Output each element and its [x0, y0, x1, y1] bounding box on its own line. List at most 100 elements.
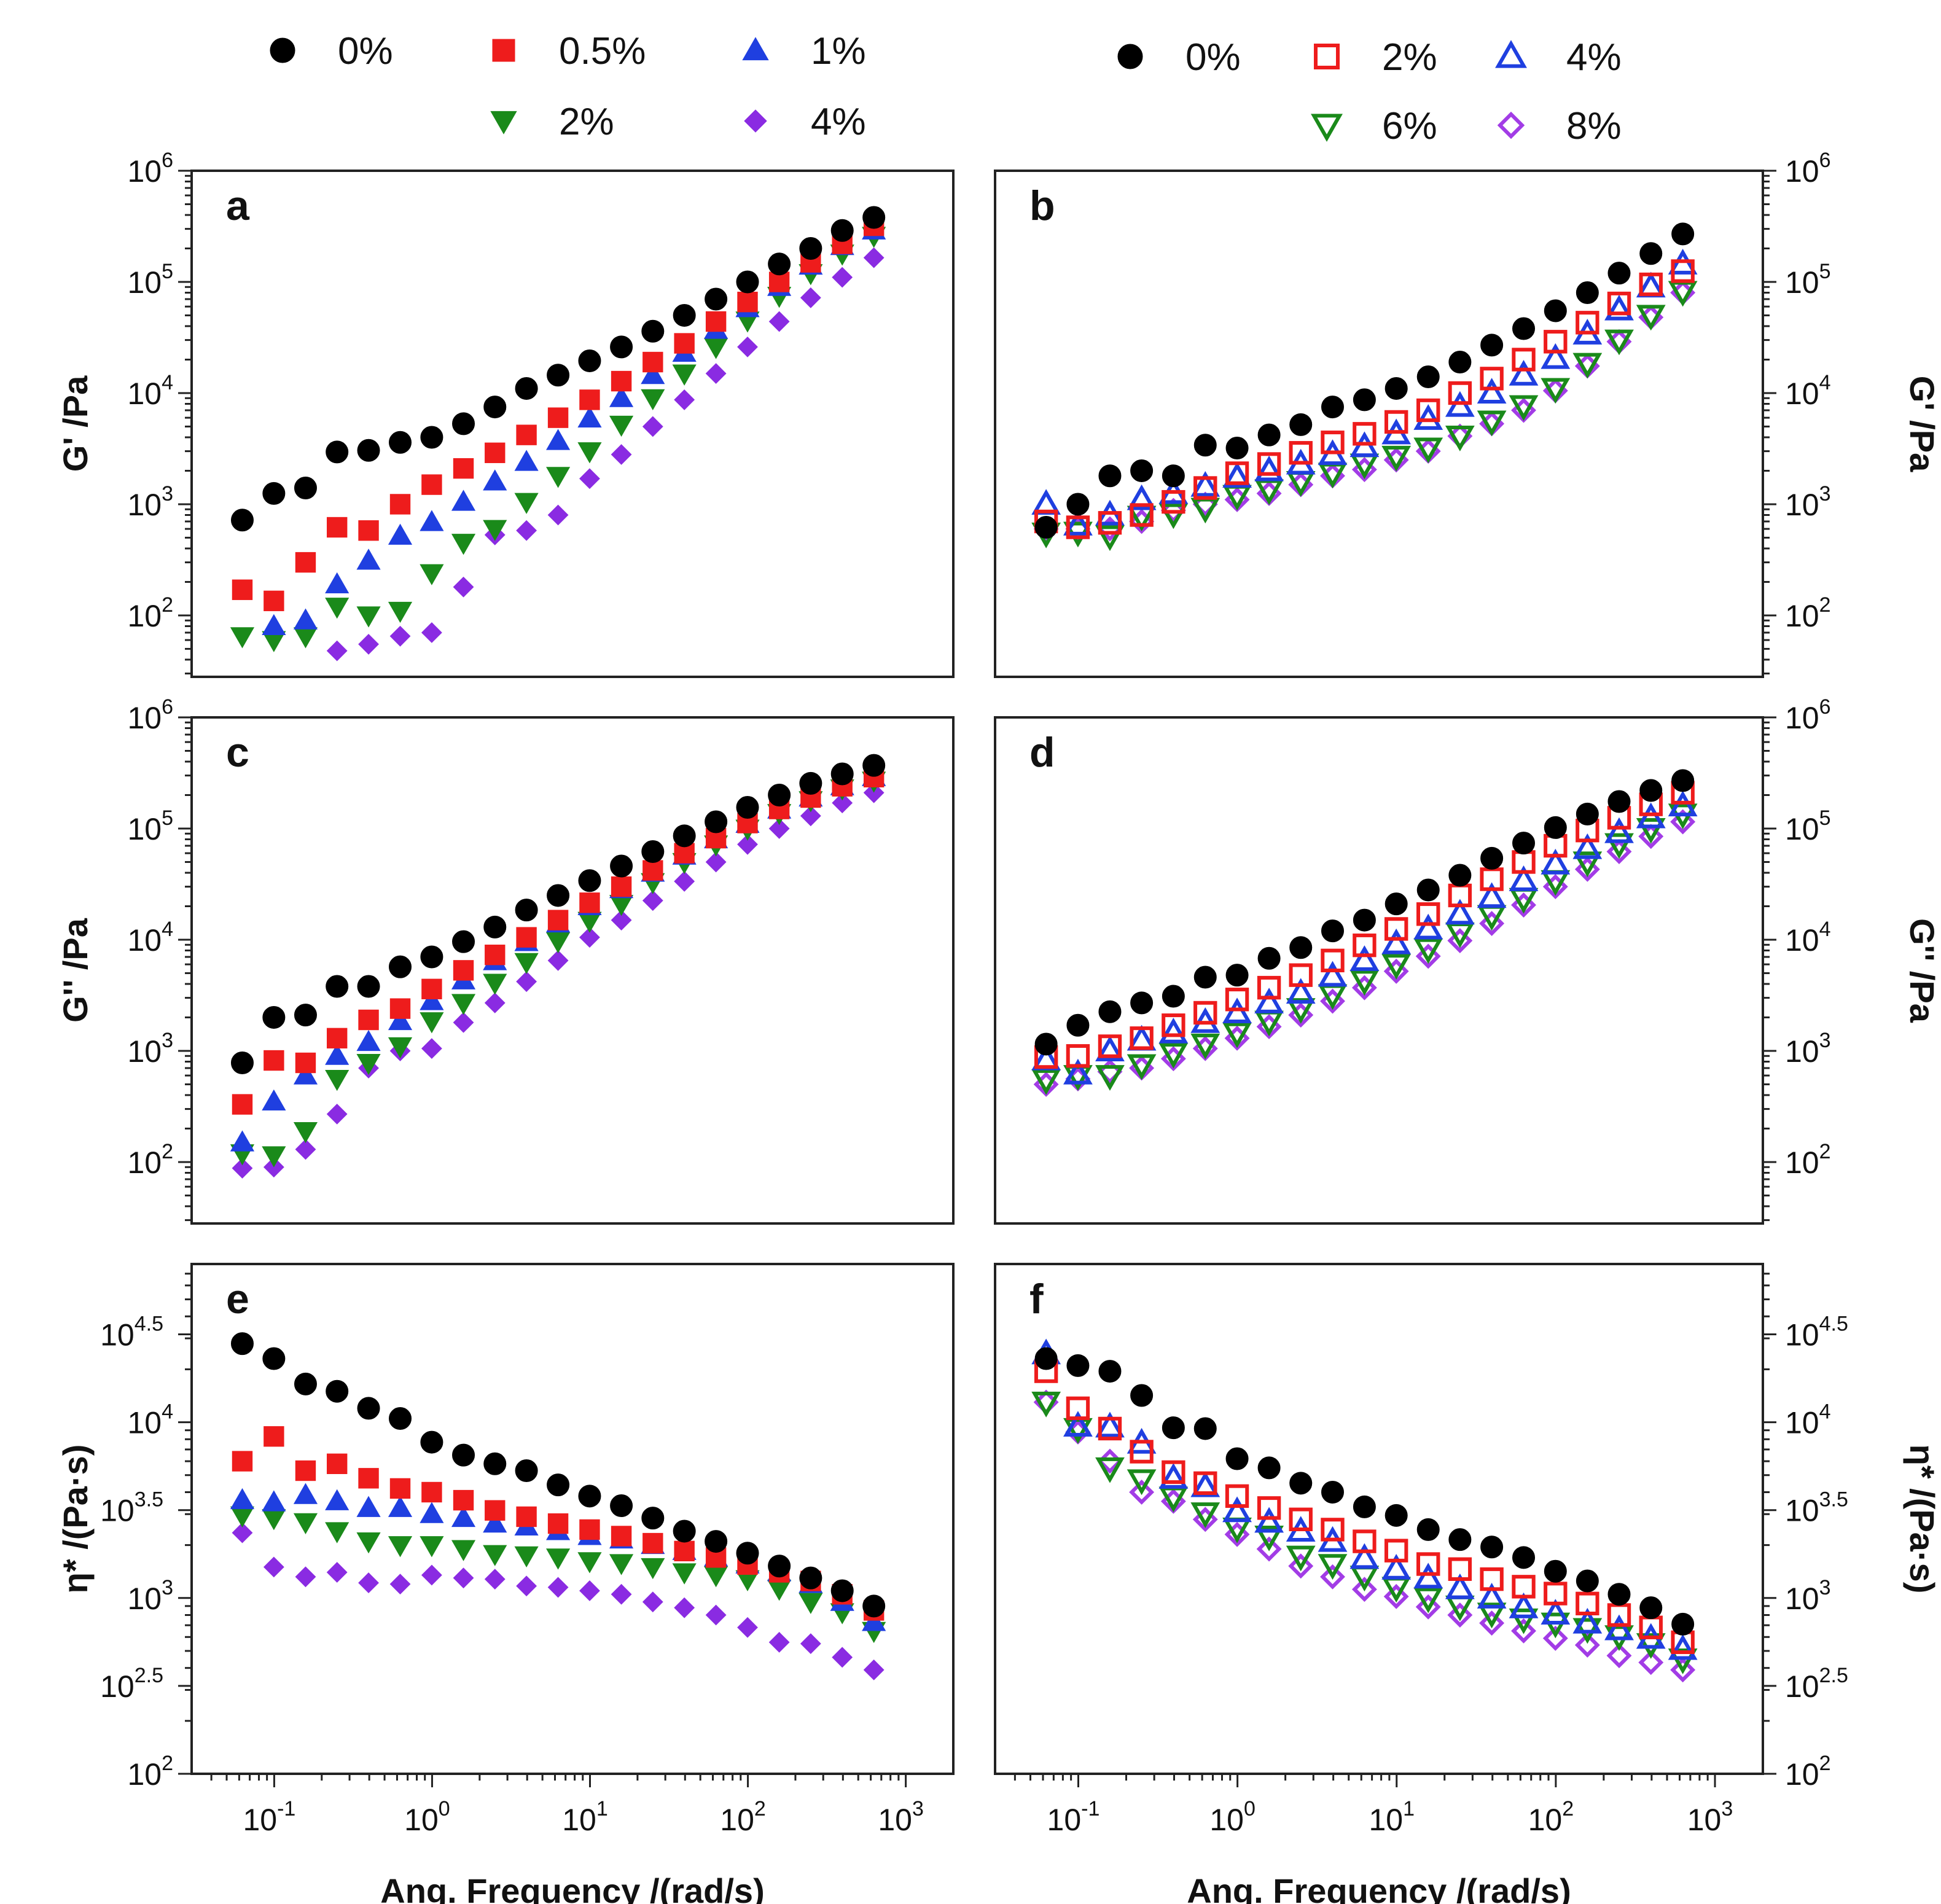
data-point: [737, 833, 758, 855]
series-0pct: [230, 1332, 886, 1618]
data-point: [357, 975, 380, 998]
data-point: [800, 805, 821, 827]
data-point: [1222, 1022, 1252, 1048]
data-point: [483, 1452, 507, 1475]
data-point: [547, 1513, 569, 1534]
data-point: [1671, 259, 1695, 283]
data-point: [641, 840, 665, 864]
data-point: [1415, 943, 1441, 969]
data-point: [1193, 966, 1217, 989]
data-point: [1095, 1036, 1125, 1061]
data-point: [388, 523, 413, 545]
data-point: [1257, 1456, 1281, 1480]
data-point: [1509, 1608, 1539, 1634]
y-tick-label: 104: [1785, 371, 1831, 411]
legend-right: 0% 2% 4% 6% 8%: [1117, 36, 1622, 147]
y-axis-title: G' /Pa: [56, 375, 95, 472]
data-point: [1670, 1657, 1696, 1683]
data-point: [1604, 817, 1634, 843]
data-point: [1416, 365, 1440, 389]
data-point: [577, 1552, 602, 1574]
data-point: [1353, 908, 1376, 932]
data-point: [674, 871, 695, 892]
data-point: [1480, 334, 1504, 357]
data-point: [1448, 1557, 1472, 1581]
data-point: [1636, 305, 1666, 331]
data-point: [642, 351, 663, 373]
data-point: [1095, 1457, 1125, 1483]
data-point: [262, 1490, 286, 1512]
y-tick-label: 105: [1785, 806, 1831, 846]
data-point: [483, 1511, 507, 1533]
legend-label: 8%: [1566, 105, 1622, 147]
data-point: [1063, 510, 1093, 536]
data-point: [262, 1005, 286, 1029]
data-point: [799, 771, 822, 795]
data-point: [832, 267, 853, 288]
data-point: [1321, 1518, 1345, 1542]
data-point: [388, 1037, 413, 1059]
data-point: [1447, 1602, 1473, 1628]
panel-c: c 102 103 104 105 106 G'' /Pa: [56, 695, 955, 1225]
data-point: [1576, 281, 1599, 305]
legend-marker-circle: [270, 37, 295, 63]
data-point: [389, 1407, 412, 1430]
data-point: [1098, 511, 1122, 535]
data-point: [1321, 396, 1344, 419]
plot-frame: [190, 716, 955, 1225]
data-point: [1225, 964, 1249, 987]
data-point: [1289, 963, 1313, 987]
data-point: [547, 910, 569, 931]
data-point: [388, 601, 413, 623]
data-point: [325, 1069, 350, 1091]
data-point: [1480, 367, 1504, 391]
panel-letter: d: [1029, 729, 1055, 776]
data-point: [1225, 461, 1249, 485]
data-point: [863, 782, 885, 803]
y-tick-label: 102: [1785, 1140, 1831, 1180]
data-point: [1321, 431, 1345, 455]
data-point: [1254, 455, 1284, 482]
data-point: [1225, 1484, 1249, 1508]
data-point: [579, 1580, 600, 1601]
legend-item-1pct: 1%: [742, 30, 866, 72]
data-point: [263, 1556, 284, 1578]
data-point: [1190, 470, 1220, 497]
panel-letter: a: [226, 182, 250, 229]
y-tick-label: 103: [1785, 1576, 1831, 1616]
data-point: [799, 1593, 823, 1614]
data-point: [230, 1130, 255, 1152]
data-point: [578, 869, 601, 892]
data-point: [515, 899, 538, 922]
series-0pct: [1034, 769, 1695, 1056]
data-point: [1477, 882, 1507, 908]
data-point: [641, 1507, 665, 1530]
data-point: [1318, 1554, 1348, 1580]
data-point: [1286, 1545, 1316, 1572]
y-axis-title: η* /(Pa·s): [1903, 1445, 1941, 1594]
data-point: [1193, 1001, 1217, 1025]
data-point: [642, 1591, 663, 1613]
data-point: [1222, 462, 1252, 488]
data-point: [641, 389, 665, 410]
data-point: [1477, 410, 1507, 437]
data-point: [674, 1540, 695, 1562]
data-point: [863, 1659, 885, 1680]
data-point: [1095, 525, 1125, 552]
legend-marker-diamond: [1497, 111, 1525, 139]
data-point: [389, 494, 411, 515]
legend-label: 0.5%: [559, 30, 646, 72]
legend-item-6pct: 6%: [1311, 105, 1437, 147]
data-point: [230, 509, 254, 532]
data-point: [830, 219, 854, 242]
data-point: [737, 291, 758, 313]
data-point: [1480, 846, 1504, 870]
data-point: [1063, 1411, 1093, 1437]
data-point: [1321, 948, 1345, 973]
y-tick-label: 104: [1785, 918, 1831, 958]
data-point: [325, 1489, 350, 1510]
data-point: [577, 406, 602, 427]
data-point: [579, 892, 600, 913]
data-point: [673, 824, 696, 848]
data-point: [1257, 975, 1281, 1000]
